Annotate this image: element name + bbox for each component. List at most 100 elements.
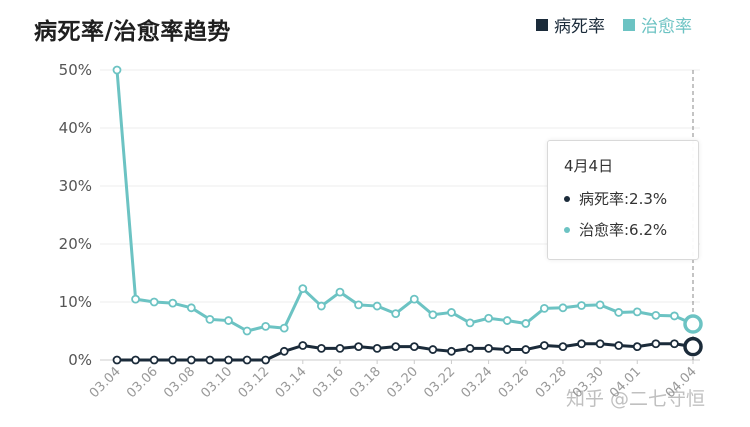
- legend-label-death-rate: 病死率: [554, 17, 605, 37]
- data-point-cure-rate: [558, 303, 568, 313]
- x-tick-label: 03.04: [87, 364, 124, 401]
- data-point-cure-rate: [224, 316, 233, 325]
- data-point-death-rate: [683, 336, 703, 357]
- data-point-death-rate: [447, 346, 456, 356]
- data-point-death-rate: [521, 345, 531, 354]
- data-point-cure-rate: [391, 309, 401, 319]
- legend-swatch-cure-rate: [623, 18, 635, 31]
- data-point-cure-rate: [539, 303, 549, 313]
- data-point-cure-rate: [242, 326, 252, 336]
- data-point-cure-rate: [465, 318, 475, 328]
- x-tick-label: 03.06: [124, 364, 161, 401]
- data-point-death-rate: [632, 342, 642, 352]
- data-point-death-rate: [298, 341, 308, 350]
- chart-title: 病死率/治愈率趋势: [34, 19, 231, 45]
- data-point-cure-rate: [651, 310, 661, 320]
- data-point-death-rate: [354, 342, 363, 352]
- data-point-cure-rate: [502, 316, 512, 325]
- data-point-death-rate: [149, 355, 159, 365]
- tooltip-row-death-rate: 病死率:2.3%: [564, 188, 698, 209]
- x-tick-label: 03.28: [533, 364, 570, 401]
- legend-item-death-rate[interactable]: 病死率: [536, 12, 605, 37]
- series-line-death-rate: [117, 342, 694, 362]
- x-tick-label: 03.10: [198, 364, 235, 401]
- data-point-cure-rate: [372, 301, 382, 311]
- legend-swatch-death-rate: [536, 18, 548, 31]
- data-point-death-rate: [224, 355, 233, 365]
- x-tick-label: 03.22: [421, 364, 458, 401]
- data-point-death-rate: [651, 339, 661, 349]
- x-tick-label: 03.20: [384, 364, 421, 401]
- y-tick-label: 0%: [68, 351, 92, 369]
- data-point-death-rate: [261, 355, 271, 365]
- data-point-death-rate: [614, 341, 624, 350]
- data-point-cure-rate: [428, 310, 438, 320]
- data-point-death-rate: [539, 341, 549, 350]
- data-point-cure-rate: [521, 319, 531, 328]
- data-point-cure-rate: [632, 307, 642, 317]
- data-point-death-rate: [465, 343, 475, 353]
- data-point-death-rate: [391, 342, 401, 352]
- data-point-cure-rate: [595, 300, 605, 310]
- data-point-death-rate: [205, 355, 215, 365]
- data-point-death-rate: [279, 346, 289, 356]
- y-tick-label: 20%: [59, 235, 92, 253]
- data-point-death-rate: [335, 343, 345, 353]
- data-point-cure-rate: [577, 301, 586, 310]
- data-point-cure-rate: [131, 294, 140, 304]
- legend-label-cure-rate: 治愈率: [641, 17, 692, 37]
- data-point-death-rate: [595, 339, 605, 349]
- y-tick-label: 50%: [59, 61, 92, 79]
- data-point-death-rate: [372, 343, 382, 353]
- data-point-cure-rate: [335, 287, 345, 297]
- data-point-death-rate: [186, 355, 196, 365]
- x-tick-label: 03.16: [310, 364, 347, 401]
- data-point-cure-rate: [409, 294, 419, 304]
- tooltip-date: 4月4日: [564, 157, 614, 175]
- tooltip-dot-cure-rate: [564, 226, 570, 233]
- tooltip-row-cure-rate: 治愈率:6.2%: [564, 219, 698, 240]
- watermark: 知乎 @二七守恒: [566, 388, 706, 410]
- data-point-death-rate: [409, 342, 419, 352]
- tooltip-value-death-rate: 病死率:2.3%: [579, 190, 668, 208]
- data-point-cure-rate: [112, 65, 122, 75]
- y-tick-label: 40%: [59, 119, 92, 137]
- data-point-cure-rate: [614, 308, 624, 317]
- data-point-death-rate: [428, 345, 438, 354]
- tooltip-value-cure-rate: 治愈率:6.2%: [579, 221, 668, 239]
- data-point-cure-rate: [149, 297, 159, 307]
- data-point-cure-rate: [316, 301, 326, 311]
- x-tick-label: 03.24: [459, 364, 496, 401]
- data-point-cure-rate: [261, 321, 271, 331]
- data-point-death-rate: [242, 355, 252, 365]
- tooltip: 4月4日 病死率:2.3% 治愈率:6.2%: [547, 140, 699, 260]
- data-point-cure-rate: [670, 311, 679, 321]
- data-point-cure-rate: [354, 300, 363, 310]
- data-point-cure-rate: [168, 298, 178, 308]
- y-tick-label: 30%: [59, 177, 92, 195]
- data-point-death-rate: [131, 355, 140, 365]
- tooltip-dot-death-rate: [564, 195, 570, 202]
- data-point-death-rate: [577, 339, 586, 349]
- data-point-cure-rate: [186, 303, 196, 313]
- x-tick-label: 03.18: [347, 364, 384, 401]
- legend-item-cure-rate[interactable]: 治愈率: [623, 12, 692, 37]
- x-tick-label: 03.12: [236, 364, 273, 401]
- x-tick-label: 03.08: [161, 364, 198, 401]
- data-point-cure-rate: [279, 323, 289, 333]
- data-point-death-rate: [168, 355, 178, 365]
- legend: 病死率 治愈率: [536, 12, 692, 37]
- x-tick-label: 03.26: [496, 364, 533, 401]
- data-point-death-rate: [558, 342, 568, 352]
- data-point-death-rate: [112, 355, 122, 365]
- x-tick-label: 03.14: [273, 364, 310, 401]
- data-point-death-rate: [484, 343, 494, 353]
- data-point-death-rate: [502, 345, 512, 354]
- data-point-cure-rate: [484, 313, 494, 323]
- data-point-cure-rate: [447, 308, 456, 317]
- y-tick-label: 10%: [59, 293, 92, 311]
- data-point-cure-rate: [298, 284, 308, 294]
- data-point-death-rate: [670, 339, 679, 349]
- data-point-death-rate: [316, 343, 326, 353]
